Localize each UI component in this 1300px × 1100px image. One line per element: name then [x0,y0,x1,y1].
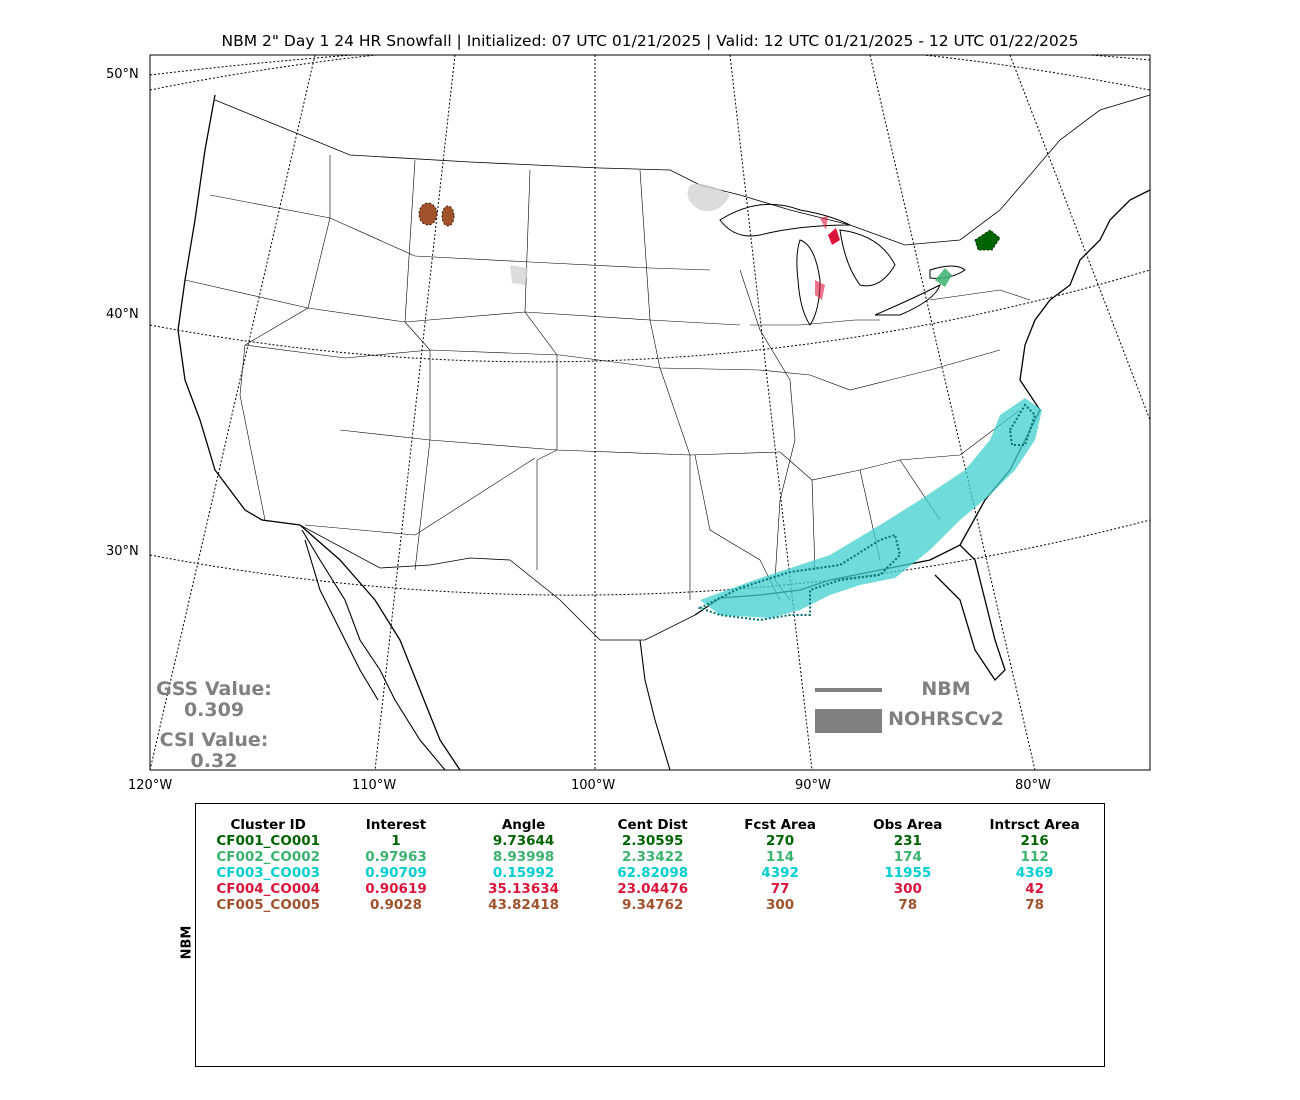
table-side-label: NBM [179,926,194,960]
col-intrsct-area: Intrsct Area [965,816,1104,833]
mississippi [740,270,795,600]
col-fcst-area: Fcst Area [710,816,850,833]
table-cell: 11955 [850,865,965,881]
baja [305,540,378,700]
table-cell: 114 [710,849,850,865]
lon-line-95 [730,55,812,770]
mexico-coast [302,530,670,770]
table-cell: 270 [710,833,850,849]
legend-obs-label: NOHRSCv2 [866,708,1026,730]
lon-label-100: 100°W [571,778,615,793]
legend-nbm-label: NBM [866,678,1026,700]
table-cell: 77 [710,881,850,897]
table-cell: 9.73644 [452,833,596,849]
table-cell: CF003_CO003 [196,865,340,881]
table-cell: CF005_CO005 [196,897,340,913]
lat-line-45 [150,41,1150,75]
table-cell: 4392 [710,865,850,881]
table-cell: 300 [710,897,850,913]
table-cell: 42 [965,881,1104,897]
table-row: CF003_CO003 0.90709 0.15992 62.82098 4392 119… [196,865,1104,881]
table-cell: 43.82418 [452,897,596,913]
map-frame [150,55,1150,770]
col-cluster-id: Cluster ID [196,816,340,833]
cluster-CF002 [935,268,952,287]
table-row: CF005_CO005 0.9028 43.82418 9.34762 300 78 78 [196,897,1104,913]
col-cent-dist: Cent Dist [596,816,710,833]
lon-line-110 [150,55,315,770]
canada-border [215,95,1150,245]
table-cell: 2.33422 [596,849,710,865]
table-cell: 23.04476 [596,881,710,897]
table-cell: 0.90709 [340,865,451,881]
table-row: CF004_CO004 0.90619 35.13634 23.04476 77 300 4… [196,881,1104,897]
table-cell: 35.13634 [452,881,596,897]
table-cell: 231 [850,833,965,849]
csi-label: CSI Value: [134,729,294,751]
table-header-row: Cluster ID Interest Angle Cent Dist Fcst… [196,816,1104,833]
col-obs-area: Obs Area [850,816,965,833]
cluster-stats-table: Cluster ID Interest Angle Cent Dist Fcst… [195,803,1105,1067]
col-interest: Interest [340,816,451,833]
lat-label-30: 30°N [106,544,139,559]
table-cell: 62.82098 [596,865,710,881]
lat-label-50: 50°N [106,67,139,82]
table-cell: 0.15992 [452,865,596,881]
mexico-border [262,520,695,640]
table-cell: CF002_CO002 [196,849,340,865]
table-cell: CF004_CO004 [196,881,340,897]
cluster-CF004 [815,216,840,300]
lat-line-30 [150,520,1150,595]
lon-line-85 [1010,55,1150,420]
table-row: CF002_CO002 0.97963 8.93998 2.33422 114 174 11… [196,849,1104,865]
lon-label-120: 120°W [128,778,172,793]
table-cell: 174 [850,849,965,865]
lat-line-50 [150,40,1150,90]
table-cell: 9.34762 [596,897,710,913]
col-angle: Angle [452,816,596,833]
table-cell: 78 [850,897,965,913]
table-cell: 0.9028 [340,897,451,913]
cluster-CF001 [975,230,1000,250]
table-cell: 0.97963 [340,849,451,865]
table-cell: 0.90619 [340,881,451,897]
lat-label-40: 40°N [106,307,139,322]
lon-label-80: 80°W [1015,778,1051,793]
table-cell: 2.30595 [596,833,710,849]
lon-label-110: 110°W [352,778,396,793]
us-coastline [178,95,460,770]
table-cell: 216 [965,833,1104,849]
table-cell: 300 [850,881,965,897]
cluster-table: Cluster ID Interest Angle Cent Dist Fcst… [196,816,1104,913]
table-cell: 78 [965,897,1104,913]
table-cell: 8.93998 [452,849,596,865]
table-cell: 1 [340,833,451,849]
table-cell: 4369 [965,865,1104,881]
csi-value: 0.32 [134,750,294,772]
table-row: CF001_CO001 1 9.73644 2.30595 270 231 216 [196,833,1104,849]
gss-value: 0.309 [134,699,294,721]
lon-label-90: 90°W [795,778,831,793]
gss-label: GSS Value: [134,678,294,700]
table-cell: 112 [965,849,1104,865]
table-cell: CF001_CO001 [196,833,340,849]
